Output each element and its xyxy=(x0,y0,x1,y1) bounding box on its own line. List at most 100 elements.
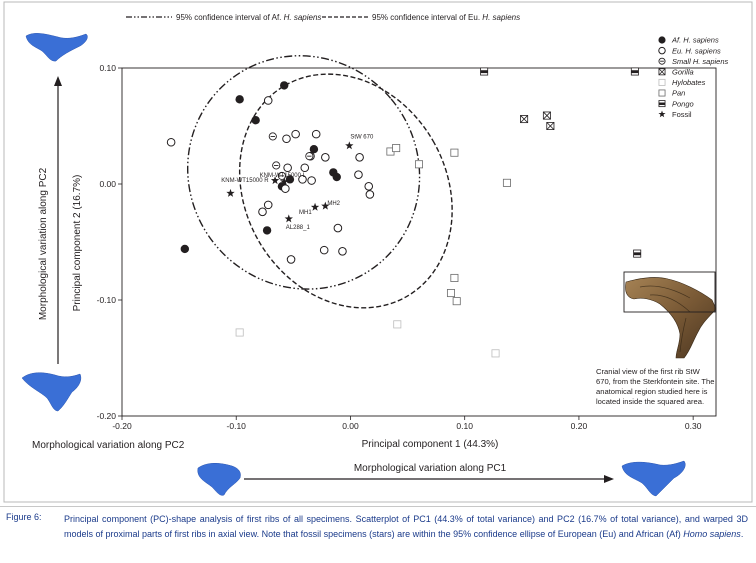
eu-h-sapiens-point xyxy=(364,182,374,191)
legend-marker-small xyxy=(658,57,666,65)
legend-marker-af xyxy=(658,36,666,44)
fossil-point xyxy=(226,188,235,197)
eu-h-sapiens-point-shape xyxy=(300,163,310,173)
pc2-arrow-head-icon xyxy=(54,76,62,86)
af-h-sapiens-point-shape xyxy=(235,95,244,104)
eu-h-sapiens-point-shape xyxy=(333,223,343,233)
af-h-sapiens-point xyxy=(332,172,341,182)
hylobates-series xyxy=(235,320,500,358)
af-h-sapiens-point xyxy=(309,145,319,154)
caption-end: . xyxy=(740,528,744,539)
inset-caption-line-4: located inside the squared area. xyxy=(596,397,704,406)
inset-caption-line-3: anatomical region studied here is xyxy=(596,387,708,396)
legend-marker-pongo xyxy=(658,100,666,108)
small-h-sapiens-point xyxy=(305,152,314,161)
figure-frame xyxy=(3,1,753,503)
legend-marker-pan-shape xyxy=(658,89,666,97)
fossil-label-stw-670: StW 670 xyxy=(350,135,374,141)
fossil-label-mh2: MH2 xyxy=(327,201,340,207)
fossil-label-al288-1: AL288_1 xyxy=(286,225,311,231)
eu-h-sapiens-point xyxy=(355,153,364,162)
fossil-point-shape xyxy=(280,177,289,186)
rib-model-pc1-negative xyxy=(197,463,241,496)
af-h-sapiens-point-shape xyxy=(309,145,319,154)
y-axis-title: Principal component 2 (16.7%) xyxy=(72,175,83,312)
x-tick-label: 0.30 xyxy=(685,421,702,431)
eu-h-sapiens-series xyxy=(166,96,375,264)
small-h-sapiens-point xyxy=(272,161,281,170)
hylobates-point xyxy=(235,328,244,337)
rib-fossil-photo xyxy=(625,277,717,359)
pan-point xyxy=(392,144,401,153)
legend-marker-af-shape xyxy=(658,36,666,44)
fossil-point-shape xyxy=(321,201,330,210)
eu-h-sapiens-point xyxy=(283,163,292,173)
fossil-label-knm-wt15000-r: KNM-WT15000 R xyxy=(221,178,269,184)
eu-h-sapiens-point xyxy=(166,137,176,147)
x-axis-ticks: -0.20 -0.10 0.00 0.10 0.20 0.30 xyxy=(112,416,702,431)
eu-h-sapiens-point xyxy=(286,255,296,264)
figure: 95% confidence interval of Af. H. sapien… xyxy=(3,1,753,503)
gorilla-point xyxy=(520,115,529,124)
eu-h-sapiens-point-shape xyxy=(338,246,347,256)
fossil-series xyxy=(226,141,354,223)
eu-h-sapiens-point-shape xyxy=(263,200,273,210)
fossil-point xyxy=(270,176,280,185)
pan-point-shape xyxy=(392,144,401,153)
af-h-sapiens-point-shape xyxy=(280,81,289,90)
legend-label-eu: Eu. H. sapiens xyxy=(672,46,721,55)
pan-point xyxy=(446,289,455,298)
pongo-point xyxy=(630,67,639,76)
pan-series xyxy=(386,144,511,306)
eu-h-sapiens-point-shape xyxy=(354,170,363,180)
figure-caption: Figure 6: Principal component (PC)-shape… xyxy=(0,506,756,563)
y-tick-label: 0.10 xyxy=(99,63,116,73)
eu-h-sapiens-point-shape xyxy=(355,153,364,162)
confidence-ellipses xyxy=(186,55,453,309)
caption-italic: Homo sapiens xyxy=(683,528,741,539)
eu-h-sapiens-point xyxy=(333,223,343,233)
eu-h-sapiens-point xyxy=(300,163,310,173)
legend-label-gorilla: Gorilla xyxy=(672,68,694,77)
eu-h-sapiens-point-shape xyxy=(298,175,307,184)
eu-h-sapiens-point xyxy=(319,245,329,255)
pc2-models: Morphological variation along PC2 Morpho… xyxy=(21,33,185,451)
x-tick-label: -0.10 xyxy=(227,421,247,431)
legend-marker-gorilla xyxy=(658,68,666,76)
eu-h-sapiens-point-shape xyxy=(282,134,291,144)
plot-area xyxy=(121,67,717,417)
legend-marker-hylobates-shape xyxy=(658,78,666,86)
eu-h-sapiens-point-shape xyxy=(291,129,300,139)
pongo-point xyxy=(633,249,642,258)
legend-label-small: Small H. sapiens xyxy=(672,57,729,66)
x-tick-label: 0.20 xyxy=(571,421,588,431)
legend-label-pan: Pan xyxy=(672,89,685,98)
data-points xyxy=(166,67,642,358)
eu-h-sapiens-point-shape xyxy=(281,184,290,193)
fossil-point-shape xyxy=(310,202,320,211)
legend-marker-fossil-shape xyxy=(658,110,666,118)
eu-h-sapiens-point xyxy=(281,184,290,193)
fossil-point xyxy=(280,177,289,186)
eu-h-sapiens-point xyxy=(291,129,300,139)
hylobates-point-shape xyxy=(393,320,402,329)
eu-h-sapiens-point xyxy=(321,153,330,162)
af-h-sapiens-point xyxy=(280,81,289,90)
legend-marker-pan xyxy=(658,89,666,97)
inset-caption-line-2: 670, from the Sterkfontein site. The xyxy=(596,377,714,386)
rib-model-pc1-positive xyxy=(621,460,686,497)
gorilla-point-cross xyxy=(543,111,551,120)
eu-h-sapiens-point-shape xyxy=(166,137,176,147)
eu-h-sapiens-point xyxy=(311,129,321,139)
rib-photo-inset: Cranial view of the first rib StW 670, f… xyxy=(596,271,717,406)
eu-h-sapiens-point xyxy=(282,134,291,144)
eu-h-sapiens-point-shape xyxy=(258,207,267,217)
gorilla-point xyxy=(542,111,551,120)
eu-h-sapiens-point-shape xyxy=(365,190,375,199)
fossil-point xyxy=(345,141,354,150)
pc1-models: Morphological variation along PC1 xyxy=(197,460,686,497)
eu-h-sapiens-point xyxy=(354,170,363,180)
pongo-point-band xyxy=(631,70,639,74)
legend-label-af: Af. H. sapiens xyxy=(671,36,719,45)
